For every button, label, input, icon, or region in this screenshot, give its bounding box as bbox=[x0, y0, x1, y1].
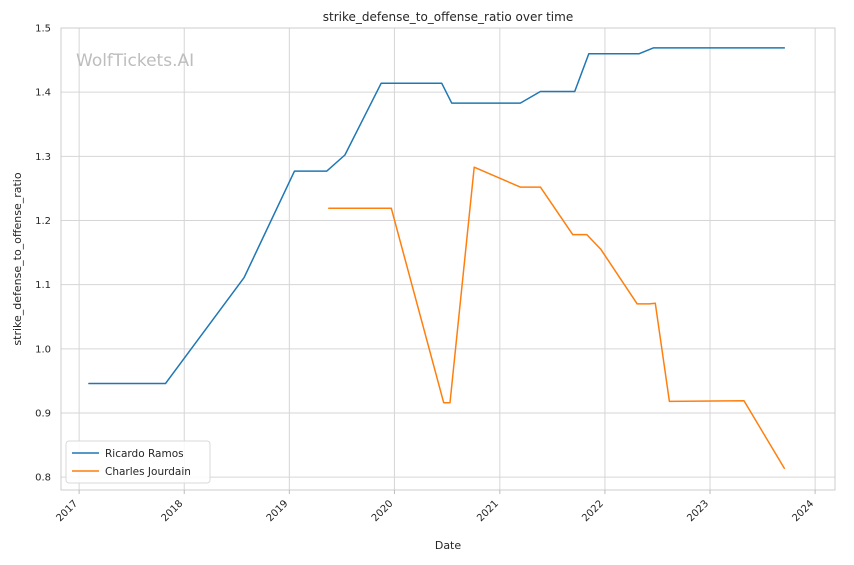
y-tick-label: 1.1 bbox=[35, 280, 51, 291]
series-line-ricardo-ramos bbox=[88, 47, 786, 385]
y-tick-label: 1.3 bbox=[35, 152, 51, 163]
legend-label-charles-jourdain: Charles Jourdain bbox=[105, 466, 191, 478]
y-tick-label: 1.5 bbox=[35, 24, 51, 35]
y-tick-label: 0.8 bbox=[35, 473, 51, 484]
y-tick-label: 1.2 bbox=[35, 216, 51, 227]
y-tick-label: 0.9 bbox=[35, 409, 51, 420]
y-tick-label: 1.4 bbox=[35, 88, 51, 99]
y-axis-label: strike_defense_to_offense_ratio bbox=[11, 172, 24, 345]
x-axis-label: Date bbox=[435, 539, 462, 552]
y-axis-ticks: 0.8 0.9 1.0 1.1 1.2 1.3 1.4 1.5 bbox=[35, 24, 51, 484]
watermark-text: WolfTickets.AI bbox=[76, 51, 194, 71]
series-lines bbox=[88, 47, 786, 469]
plot-frame bbox=[60, 27, 836, 491]
legend-box bbox=[65, 440, 211, 484]
y-tick-label: 1.0 bbox=[35, 344, 51, 355]
legend: Ricardo Ramos Charles Jourdain bbox=[65, 440, 211, 484]
series-line-charles-jourdain bbox=[328, 166, 786, 469]
legend-label-ricardo-ramos: Ricardo Ramos bbox=[105, 448, 184, 460]
chart-title: strike_defense_to_offense_ratio over tim… bbox=[323, 10, 573, 24]
